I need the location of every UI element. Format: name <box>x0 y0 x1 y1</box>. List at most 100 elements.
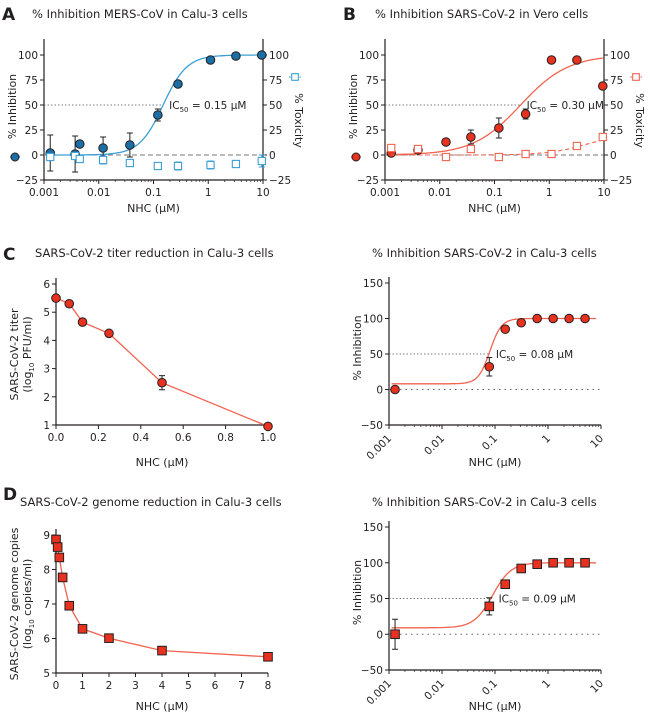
y-tick-label: −50 <box>361 420 383 432</box>
y2-axis-label: % Toxicity <box>292 93 305 148</box>
y-tick-label: 1 <box>43 420 50 432</box>
data-point <box>390 384 400 395</box>
x-axis-label: NHC (µM) <box>136 456 189 469</box>
x-tick-label: 7 <box>238 680 245 692</box>
ic50-subscript: 50 <box>506 355 515 363</box>
data-point <box>125 158 135 168</box>
data-point <box>57 572 68 583</box>
y-tick-label: 5 <box>43 668 50 680</box>
data-point <box>104 633 114 643</box>
x-tick-label: 6 <box>212 680 219 692</box>
data-point <box>387 143 396 153</box>
y2-tick-label: 25 <box>269 125 282 137</box>
y-label-sub: 10 <box>28 619 36 628</box>
x-tick-label: 1 <box>540 433 553 446</box>
y-tick-label: 25 <box>25 125 38 137</box>
x-tick-label: 3 <box>132 680 139 692</box>
chart-title: % Inhibition SARS-CoV-2 in Vero cells <box>375 7 588 21</box>
chart-title: % Inhibition MERS-CoV in Calu-3 cells <box>32 7 248 21</box>
legend-marker-inhibition <box>10 152 20 162</box>
x-tick-label: 10 <box>588 678 606 696</box>
data-point <box>52 542 63 552</box>
data-point <box>153 110 163 120</box>
data-point <box>466 132 476 142</box>
data-point <box>484 361 495 372</box>
fit-curve <box>391 317 596 385</box>
y2-tick-label: −25 <box>610 175 632 187</box>
x-tick-label: 2 <box>106 680 113 692</box>
y-axis-label: % Inhibition <box>347 74 360 139</box>
x-tick-label: 0.001 <box>29 187 59 199</box>
data-point <box>441 137 451 147</box>
x-tick-label: 0.0 <box>48 432 65 444</box>
data-point <box>520 109 531 119</box>
x-tick-label: 4 <box>159 680 166 692</box>
y-tick-label: 0 <box>376 629 383 641</box>
y-axis-label: % Inhibition <box>351 560 364 625</box>
x-axis-label: NHC (µM) <box>469 700 522 713</box>
data-point <box>263 421 273 432</box>
data-point <box>413 144 423 154</box>
y-label-pre: (log <box>21 372 34 393</box>
data-point <box>173 161 183 171</box>
y-tick-label: 3 <box>43 364 50 376</box>
data-point <box>98 155 108 165</box>
ic50-subscript: 50 <box>537 106 546 114</box>
chart-panel-c-left: C SARS-CoV-2 titer reduction in Calu-3 ce… <box>3 245 276 469</box>
data-point <box>125 140 135 150</box>
ic50-subscript: 50 <box>180 106 189 114</box>
y-tick-label: 4 <box>43 335 50 347</box>
x-tick-label: 0.1 <box>480 678 500 698</box>
x-tick-label: 10 <box>588 433 606 451</box>
data-point <box>77 624 88 634</box>
chart-panel-d-right: % Inhibition SARS-CoV-2 in Calu-3 cells −… <box>351 495 606 713</box>
y-axis-label: % Inhibition <box>351 315 364 380</box>
x-tick-label: 0.01 <box>422 433 447 458</box>
chart-panel-a: A % Inhibition MERS-CoV in Calu-3 cells −2… <box>2 5 305 215</box>
y-label-post: copies/ml) <box>21 559 34 620</box>
fit-curve <box>49 54 262 156</box>
y-axis-label: % Inhibition <box>6 74 19 139</box>
data-point <box>231 159 241 169</box>
data-point <box>466 144 476 154</box>
y-tick-label: 25 <box>366 125 379 137</box>
ic50-value: = 0.30 µM <box>546 100 604 112</box>
data-point <box>206 160 215 170</box>
y2-tick-label: 75 <box>610 75 623 87</box>
y2-tick-label: 50 <box>610 100 623 112</box>
data-point <box>157 377 167 388</box>
chart-panel-c-right: % Inhibition SARS-CoV-2 in Calu-3 cells −… <box>351 246 606 469</box>
x-tick-label: 1 <box>540 678 553 691</box>
ic50-annotation: IC50 = 0.08 µM <box>496 349 573 363</box>
panel-label: D <box>3 485 17 505</box>
y-axis-label-line2: (log10 PFU/ml) <box>21 316 36 392</box>
fit-curve <box>391 562 596 629</box>
chart-title: % Inhibition SARS-CoV-2 in Calu-3 cells <box>372 246 597 260</box>
data-point <box>257 156 266 166</box>
data-point <box>500 324 511 334</box>
series-inhibition <box>390 557 590 650</box>
x-tick-label: 10 <box>256 187 269 199</box>
y-tick-label: 100 <box>363 314 383 326</box>
y-label-sub: 10 <box>28 363 36 372</box>
data-point <box>532 313 542 324</box>
y-label-pre: (log <box>21 628 34 649</box>
ic50-value: = 0.08 µM <box>515 349 573 361</box>
y-axis-label-line2: (log10 copies/ml) <box>21 559 36 650</box>
data-point <box>77 317 88 327</box>
y-tick-label: −50 <box>361 665 383 677</box>
data-point <box>580 313 590 324</box>
x-tick-label: 0.6 <box>175 432 192 444</box>
y-tick-label: 7 <box>43 599 50 611</box>
data-point <box>51 293 61 303</box>
data-point <box>205 55 216 65</box>
chart-panel-d-left: D SARS-CoV-2 genome reduction in Calu-3 c… <box>3 485 282 713</box>
x-tick-label: 0.1 <box>480 433 500 453</box>
ic50-label: IC <box>496 349 506 361</box>
data-point <box>564 557 574 568</box>
data-point <box>564 313 574 324</box>
panel-label: A <box>2 5 16 25</box>
y2-tick-label: 0 <box>269 150 276 162</box>
series-line <box>55 297 269 428</box>
